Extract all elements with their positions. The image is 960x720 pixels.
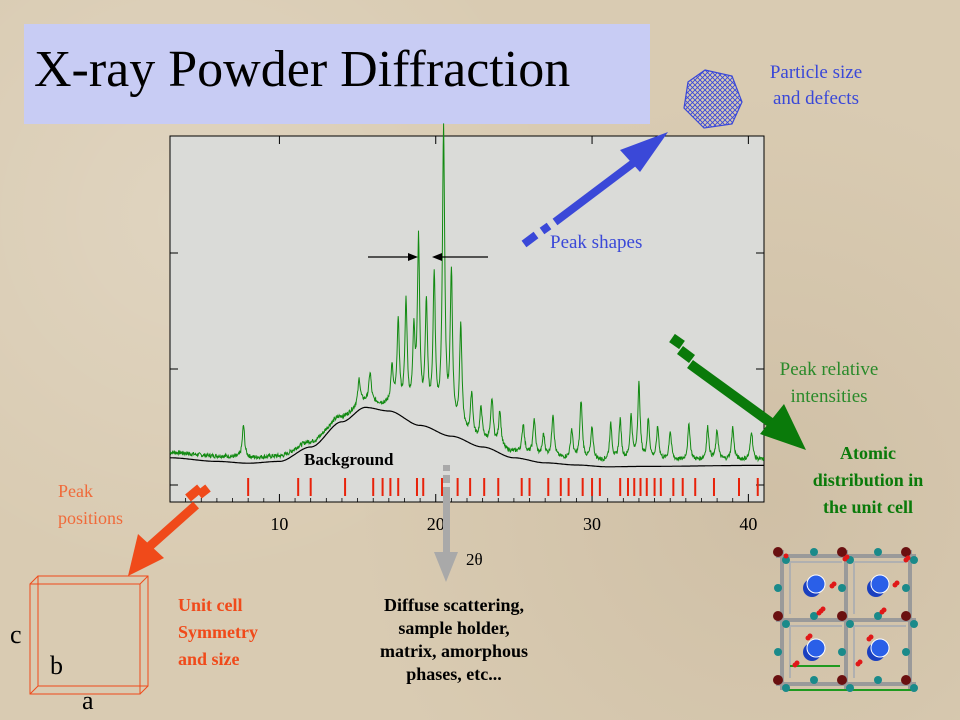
intensities-arrow <box>669 333 806 450</box>
large-atom <box>870 574 890 594</box>
teal-atom <box>910 620 918 628</box>
particle-shape <box>683 69 743 129</box>
small-red-atom <box>879 609 885 615</box>
dark-atom <box>901 547 911 557</box>
peak-relative-line1: Peak relative <box>779 359 879 380</box>
teal-atom <box>838 584 846 592</box>
teal-atom <box>874 548 882 556</box>
page-title: X-ray Powder Diffraction <box>34 41 571 98</box>
teal-atom <box>782 620 790 628</box>
large-atom <box>806 574 826 594</box>
peak-shapes-label: Peak shapes <box>550 232 643 253</box>
crystal-structure <box>773 547 918 692</box>
dark-atom <box>901 611 911 621</box>
atomic-line1: Atomic <box>840 443 896 463</box>
dark-atom <box>773 611 783 621</box>
diffuse-line2: sample holder, <box>398 618 510 638</box>
small-red-atom <box>829 583 835 589</box>
teal-atom <box>838 648 846 656</box>
teal-atom <box>810 612 818 620</box>
particle-size-label: Particle size and defects <box>758 60 874 112</box>
x-axis-label: 2θ <box>466 550 483 569</box>
x-tick-label: 20 <box>427 514 445 534</box>
small-red-atom <box>855 661 861 667</box>
x-tick-label: 30 <box>583 514 601 534</box>
unit-cell-cube <box>29 575 149 695</box>
small-red-atom <box>866 636 872 642</box>
diffuse-line3: matrix, amorphous <box>380 641 528 661</box>
x-tick-label: 10 <box>270 514 288 534</box>
peak-shapes-arrow <box>521 132 668 248</box>
x-tick-labels: 10 20 30 40 <box>270 514 757 534</box>
teal-atom <box>902 648 910 656</box>
diffuse-line1: Diffuse scattering, <box>384 595 524 615</box>
dark-atom <box>837 675 847 685</box>
unit-cell-line2: Symmetry <box>178 622 258 642</box>
x-ticks <box>185 136 765 502</box>
unit-cell-label: Unit cell Symmetry and size <box>178 592 258 673</box>
axis-a-label: a <box>82 686 94 715</box>
peak-positions-label: Peak positions <box>58 478 123 532</box>
teal-atom <box>910 556 918 564</box>
x-tick-label: 40 <box>739 514 757 534</box>
large-atom <box>806 638 826 658</box>
small-red-atom <box>842 556 848 562</box>
unit-cell-line1: Unit cell <box>178 595 243 615</box>
small-red-atom <box>816 610 822 616</box>
teal-atom <box>910 684 918 692</box>
teal-atom <box>846 620 854 628</box>
small-red-atom <box>805 635 811 641</box>
reflection-ticks <box>247 478 759 496</box>
large-atom <box>870 638 890 658</box>
dark-atom <box>837 547 847 557</box>
dark-atom <box>773 547 783 557</box>
peak-positions-arrow <box>128 484 211 576</box>
plot-area <box>169 135 765 503</box>
title-banner: X-ray Powder Diffraction <box>24 24 650 124</box>
teal-atom <box>774 584 782 592</box>
peak-positions-line1: Peak <box>58 481 93 501</box>
diffuse-label: Diffuse scattering, sample holder, matri… <box>338 594 570 686</box>
atomic-line2: distribution in <box>812 470 924 490</box>
dark-atom <box>837 611 847 621</box>
dark-atom <box>773 675 783 685</box>
particle-size-line1: Particle size <box>769 62 863 83</box>
diffuse-arrow <box>434 465 458 582</box>
small-red-atom <box>792 662 798 668</box>
axis-c-label: c <box>10 620 22 649</box>
teal-atom <box>810 676 818 684</box>
teal-atom <box>902 584 910 592</box>
atomic-distribution-label: Atomic distribution in the unit cell <box>790 440 946 521</box>
peak-relative-line2: intensities <box>790 386 868 407</box>
peak-positions-line2: positions <box>58 508 124 528</box>
background-curve <box>170 406 764 468</box>
teal-atom <box>874 612 882 620</box>
teal-atom <box>774 648 782 656</box>
small-red-atom <box>892 582 898 588</box>
diffraction-pattern <box>169 123 765 463</box>
small-red-atom <box>903 557 909 563</box>
teal-atom <box>782 684 790 692</box>
small-red-atom <box>783 553 789 559</box>
axis-b-label: b <box>50 651 63 680</box>
teal-atom <box>874 676 882 684</box>
teal-atom <box>810 548 818 556</box>
dark-atom <box>901 675 911 685</box>
background-label: Background <box>304 450 394 469</box>
atomic-line3: the unit cell <box>823 497 913 517</box>
teal-atom <box>782 556 790 564</box>
diffuse-line4: phases, etc... <box>406 664 502 684</box>
particle-size-line2: and defects <box>773 88 859 109</box>
peak-relative-label: Peak relative intensities <box>762 356 896 410</box>
teal-atom <box>846 684 854 692</box>
fwhm-arrowhead-right <box>432 253 442 261</box>
unit-cell-line3: and size <box>178 649 240 669</box>
fwhm-arrowhead-left <box>408 253 418 261</box>
